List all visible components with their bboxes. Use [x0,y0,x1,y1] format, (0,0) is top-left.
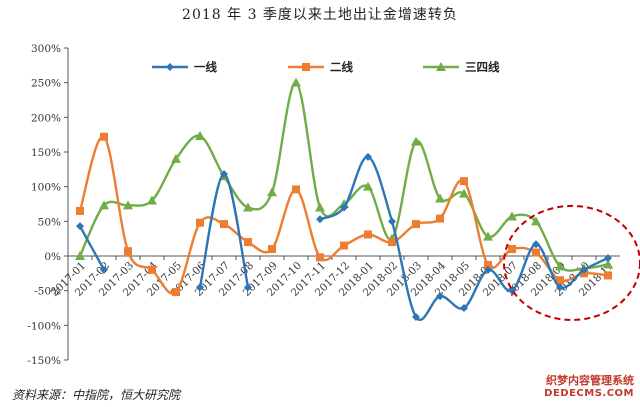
data-point-square [364,230,372,239]
legend-item: 三四线 [423,60,500,74]
series-1 [76,132,612,297]
legend-label: 三四线 [465,60,500,74]
legend: 一线 二线 三四线 [152,60,500,74]
data-point-triangle [123,200,133,210]
data-point-diamond [604,254,612,263]
data-point-square [124,247,132,256]
data-point-diamond [364,152,372,161]
data-point-square [148,265,156,274]
data-point-square [100,132,108,141]
legend-item: 二线 [288,60,353,74]
y-tick-label: -50% [34,286,61,298]
data-point-square [460,177,468,186]
data-point-diamond [100,265,108,274]
data-point-square [172,288,180,297]
data-point-diamond [580,265,588,274]
y-tick-label: -150% [27,355,61,367]
highlight-circle [503,204,640,321]
legend-item: 一线 [152,60,217,74]
data-point-diamond [196,283,204,292]
data-point-triangle [171,153,181,163]
data-point-square [532,248,540,257]
data-point-diamond [76,222,84,231]
watermark-domain: DEDECMS.COM [544,388,634,399]
data-point-triangle [507,211,517,221]
data-point-diamond [436,292,444,301]
data-point-triangle [291,77,301,87]
data-point-diamond [532,240,540,249]
data-point-triangle [315,202,325,212]
data-point-square [220,220,228,229]
series-layer [75,77,613,322]
y-tick-label: 50% [38,216,61,228]
data-point-diamond [388,217,396,226]
data-point-triangle [195,131,205,141]
data-point-triangle [411,136,421,146]
data-point-triangle [243,202,253,212]
y-tick-label: 100% [31,182,61,194]
data-point-square [556,276,564,285]
legend-label: 二线 [330,60,353,74]
chart-title: 2018 年 3 季度以来土地出让金增速转负 [182,7,458,23]
data-point-diamond [220,170,228,179]
data-point-diamond [244,283,252,292]
data-point-triangle [75,251,85,260]
data-point-triangle [483,231,493,241]
data-point-triangle [99,200,109,210]
data-point-square [508,245,516,254]
y-tick-label: -100% [27,320,61,332]
data-point-triangle [147,195,157,205]
data-point-square [340,241,348,250]
data-point-triangle [531,216,541,226]
data-point-square [388,238,396,247]
data-point-diamond [316,215,324,224]
y-tick-label: 200% [31,112,61,124]
data-point-triangle [435,193,445,203]
data-point-triangle [459,188,469,198]
y-tick-label: 150% [31,147,61,159]
data-point-square [268,245,276,254]
data-point-diamond [166,63,174,71]
data-point-triangle [363,181,373,191]
data-point-square [302,63,310,71]
data-point-diamond [412,313,420,322]
data-point-square [484,261,492,270]
data-point-square [412,220,420,229]
y-tick-label: 250% [31,78,61,90]
data-point-square [292,185,300,194]
data-point-triangle [267,187,277,197]
data-point-triangle [603,259,613,269]
data-point-triangle [555,261,565,271]
watermark-text: 织梦内容管理系统 [546,374,634,387]
data-point-diamond [556,283,564,292]
data-point-diamond [340,203,348,212]
data-point-diamond [460,304,468,312]
annotation-layer [503,204,640,321]
data-point-square [316,253,324,262]
legend-label: 一线 [194,60,217,74]
data-point-square [604,271,612,280]
series-0 [76,152,612,322]
data-point-square [196,218,204,227]
y-tick-label: 300% [31,43,61,55]
y-tick-label: 0% [44,251,61,263]
data-point-diamond [484,265,492,274]
source-note: 资料来源：中指院，恒大研究院 [12,388,181,402]
y-axis-ticks: -150% -100% -50% 0% 50% 100% 150% 200% 250% 300% [27,43,68,367]
data-point-square [76,206,84,215]
data-point-square [244,238,252,247]
data-point-square [436,214,444,223]
data-point-triangle [436,62,446,71]
